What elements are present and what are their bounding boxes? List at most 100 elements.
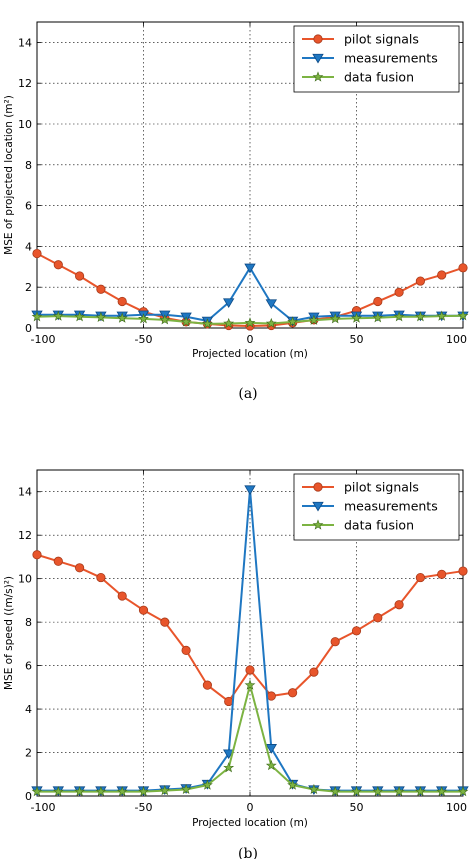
data-point [202,680,212,690]
data-point [75,563,85,573]
data-point [95,311,107,322]
data-point [393,785,405,797]
data-point [437,569,447,579]
data-point [329,313,341,324]
y-tick-label: 14 [18,486,32,499]
y-tick-label: 6 [25,660,32,673]
figure-caption: (b) [238,846,258,859]
data-point [138,605,149,615]
y-axis-label: MSE of projected location (m²) [3,95,15,255]
data-point [53,556,63,566]
data-point [116,785,128,797]
legend-label: pilot signals [344,32,419,47]
data-point [117,591,127,601]
data-point [224,696,234,707]
data-point [436,310,448,321]
data-point [32,248,42,259]
x-tick-label: -50 [135,333,153,346]
y-tick-label: 10 [18,118,32,131]
data-point [415,311,426,322]
legend-marker [312,519,324,530]
data-point [394,287,404,297]
y-tick-label: 10 [18,573,32,586]
y-tick-label: 14 [18,36,32,49]
data-point [223,762,235,773]
data-point [53,260,63,270]
y-axis-label: MSE of speed ((m/s)²) [3,576,15,690]
data-point [223,298,235,309]
x-tick-label: 50 [350,801,364,814]
data-point [245,665,255,675]
data-point [52,310,64,321]
legend-label: data fusion [344,518,414,533]
y-tick-label: 12 [18,529,32,542]
legend-label: measurements [344,51,438,66]
data-point [287,316,298,327]
figure-caption: (a) [238,386,257,402]
chart-panel-a: -100 -50 0 50 100 0 2 4 6 8 10 12 14 Projected locati… [3,21,469,402]
series-data-fusion [31,310,469,329]
data-point [52,785,64,797]
y-tick-label: 8 [25,159,32,172]
data-point [309,667,319,677]
series-data-fusion [31,679,469,797]
x-tick-label: 100 [446,333,467,346]
data-point [265,759,277,771]
legend-marker [312,53,324,64]
data-point [138,313,149,324]
data-point [32,550,42,560]
data-point [415,276,425,286]
data-point [394,600,404,610]
data-point [266,691,276,701]
y-tick-label: 2 [25,747,32,760]
y-tick-label: 4 [25,240,32,253]
data-point [458,263,468,273]
data-point [244,317,256,328]
legend: pilot signals measurements data fusion [293,473,460,541]
data-point [287,779,298,790]
data-point [138,785,149,797]
y-tick-label: 0 [25,790,32,803]
y-tick-label: 6 [25,200,32,213]
data-point [372,785,384,797]
data-point [74,311,85,322]
y-tick-label: 4 [25,703,32,716]
data-point [373,296,383,307]
x-tick-label: -100 [31,801,56,814]
data-point [95,785,107,797]
data-point [457,310,469,321]
data-point [244,263,256,274]
data-point [74,785,85,797]
data-point [117,296,127,307]
x-axis-label: Projected location (m) [192,348,308,360]
data-point [96,572,106,583]
data-point [287,688,298,698]
data-point [159,784,171,796]
data-point [351,626,362,636]
data-point [393,311,405,322]
x-tick-label: 0 [247,801,254,814]
data-point [351,312,362,323]
chart-panel-b: -100 -50 0 50 100 0 2 4 6 8 10 12 14 Projected locati… [3,469,469,859]
data-point [308,314,320,325]
y-tick-label: 0 [25,322,32,335]
data-point [372,312,384,323]
data-point [116,312,128,323]
data-point [458,566,468,576]
data-point [265,744,277,754]
x-tick-label: 100 [446,801,467,814]
data-point [437,270,447,280]
x-tick-label: 50 [350,333,364,346]
data-point [31,785,43,797]
y-tick-label: 12 [18,77,32,90]
data-point [96,284,106,294]
data-point [373,613,383,623]
legend-label: data fusion [344,70,414,85]
data-point [181,645,191,655]
data-point [351,785,362,797]
legend-label: pilot signals [344,480,419,495]
data-point [159,314,171,325]
data-point [415,572,425,583]
x-tick-label: 0 [247,333,254,346]
